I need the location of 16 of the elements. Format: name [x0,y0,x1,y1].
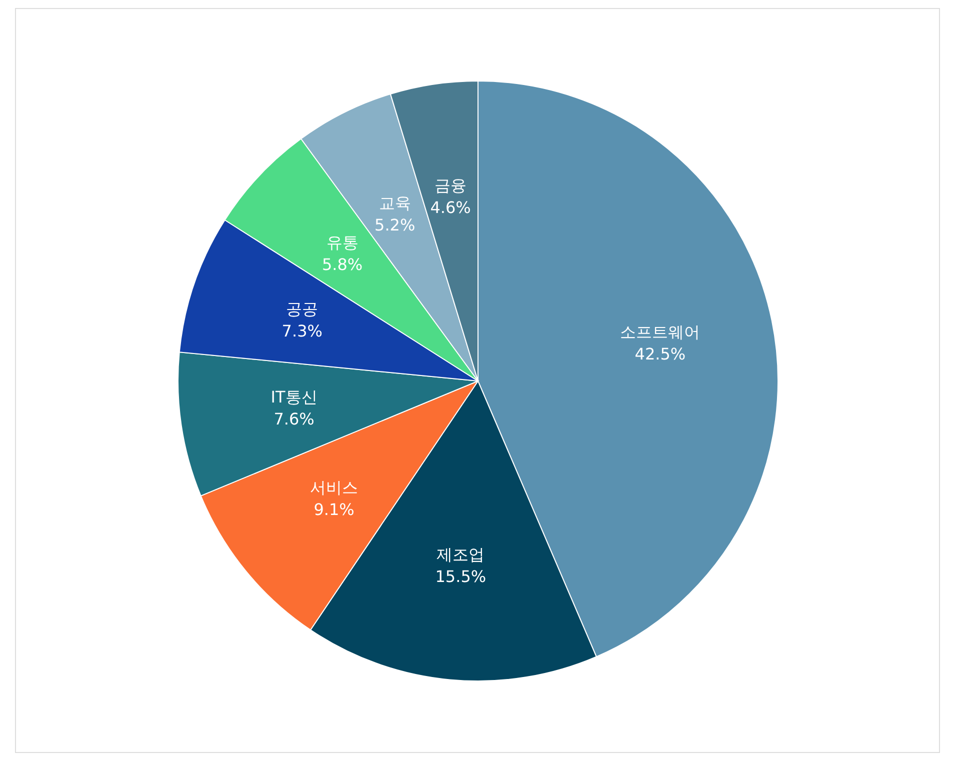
data-label: 15.5% [434,566,486,586]
slice-label: IT통신 [270,386,317,406]
slice-label: 유통 [326,232,358,252]
data-label: 9.1% [313,499,354,518]
slice-label: 소프트웨어 [620,322,700,342]
slice-label: 교육 [378,193,410,212]
slice-label: 공공 [286,298,318,318]
slice-label: 서비스 [310,477,358,496]
data-label: 5.2% [374,215,415,234]
data-label: 4.6% [430,198,470,217]
slice-label: 제조업 [436,544,484,564]
data-label: 5.8% [321,254,362,274]
slice-label: 금융 [434,176,466,195]
data-label: 42.5% [634,344,686,364]
data-label: 7.6% [273,408,314,428]
data-label: 7.3% [281,320,322,340]
